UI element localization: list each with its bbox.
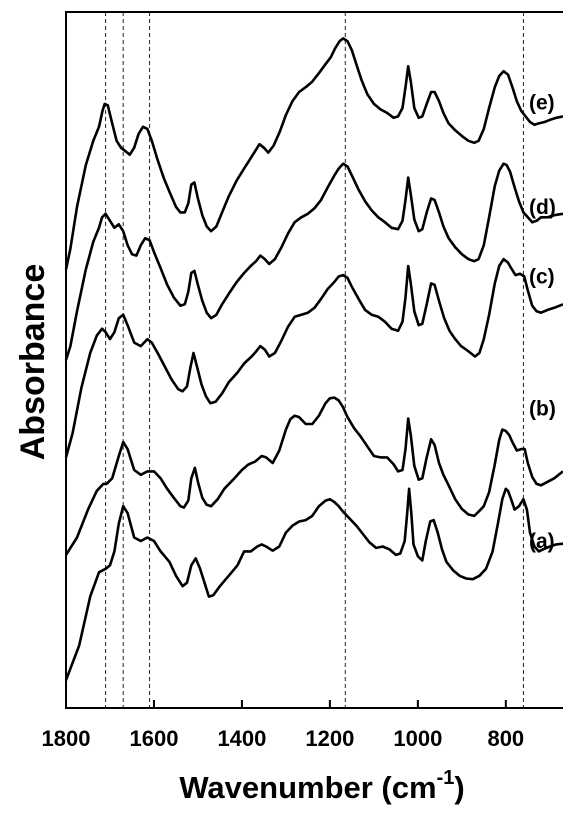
x-tick-label-1000: 1000 xyxy=(393,726,442,751)
reference-lines xyxy=(105,12,524,708)
series-label-e: (e) xyxy=(529,91,555,114)
x-tick-label-1600: 1600 xyxy=(129,726,178,751)
y-axis-title: Absorbance xyxy=(14,264,52,461)
x-tick-label-1800: 1800 xyxy=(42,726,91,751)
x-axis-title-main: Wavenumber (cm xyxy=(179,770,436,805)
series-line-c xyxy=(64,257,563,458)
plot-frame xyxy=(65,11,563,709)
series-label-c: (c) xyxy=(529,265,555,288)
series-label-d: (d) xyxy=(529,196,556,219)
x-axis-ticks: 1800 1600 1400 1200 1000 800 xyxy=(42,700,524,751)
spectra-lines xyxy=(64,37,563,681)
x-axis-title-superscript: -1 xyxy=(437,767,455,789)
series-labels: (a) (b) (c) (d) (e) xyxy=(529,91,556,552)
x-tick-label-1200: 1200 xyxy=(305,726,354,751)
x-tick-label-800: 800 xyxy=(487,726,524,751)
series-label-a: (a) xyxy=(529,530,555,553)
series-line-b xyxy=(64,396,563,556)
series-line-d xyxy=(64,162,563,361)
x-tick-label-1400: 1400 xyxy=(217,726,266,751)
x-axis-title-close: ) xyxy=(454,770,464,805)
series-line-a xyxy=(64,487,563,681)
x-axis-title: Wavenumber (cm-1) xyxy=(179,767,464,805)
series-line-e xyxy=(64,37,563,270)
series-label-b: (b) xyxy=(529,398,556,421)
